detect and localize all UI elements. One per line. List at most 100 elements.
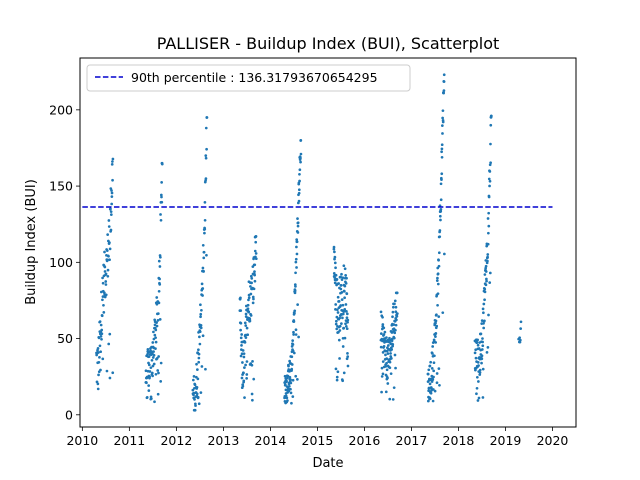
scatter-point	[239, 296, 242, 300]
scatter-point	[475, 392, 478, 396]
y-axis-label: Buildup Index (BUI)	[24, 179, 39, 305]
scatter-point	[486, 346, 490, 349]
scatter-point	[245, 373, 249, 376]
scatter-point	[106, 233, 110, 237]
scatter-point	[147, 384, 151, 387]
scatter-point	[297, 199, 301, 203]
scatter-point	[148, 375, 151, 379]
scatter-point	[98, 320, 102, 323]
scatter-point	[98, 344, 102, 348]
scatter-point	[383, 330, 387, 334]
scatter-point	[254, 257, 258, 261]
scatter-point	[240, 352, 244, 356]
scatter-point	[490, 114, 493, 118]
scatter-point	[242, 371, 245, 375]
scatter-point	[478, 373, 482, 376]
scatter-point	[158, 265, 162, 268]
scatter-point	[299, 160, 302, 164]
scatter-point	[242, 379, 246, 383]
scatter-point	[430, 367, 434, 370]
scatter-point	[245, 360, 249, 363]
scatter-point	[159, 218, 163, 222]
scatter-point	[390, 348, 394, 351]
scatter-point	[152, 353, 156, 357]
scatter-point	[107, 225, 111, 228]
scatter-point	[385, 368, 389, 372]
scatter-point	[249, 274, 253, 278]
scatter-point	[393, 353, 397, 357]
scatter-point	[395, 318, 398, 322]
scatter-point	[249, 285, 252, 288]
scatter-point	[518, 336, 522, 340]
scatter-point	[155, 324, 159, 328]
scatter-point	[480, 354, 484, 358]
scatter-point	[159, 380, 163, 383]
scatter-point	[297, 191, 301, 195]
scatter-point	[334, 319, 338, 323]
scatter-point	[345, 292, 349, 296]
scatter-point	[242, 352, 246, 356]
scatter-point	[105, 369, 109, 373]
scatter-point	[339, 275, 342, 279]
scatter-point	[384, 353, 387, 357]
scatter-point	[438, 214, 442, 218]
scatter-point	[243, 321, 247, 325]
scatter-point	[105, 249, 109, 253]
scatter-point	[428, 364, 432, 368]
scatter-point	[346, 364, 350, 368]
scatter-point	[297, 335, 300, 339]
scatter-point	[338, 324, 342, 328]
scatter-point	[160, 162, 164, 166]
scatter-point	[109, 210, 113, 214]
scatter-point	[390, 337, 394, 341]
scatter-point	[473, 351, 477, 355]
scatter-point	[243, 396, 246, 399]
scatter-point	[475, 375, 479, 379]
scatter-point	[286, 399, 289, 402]
scatter-point	[294, 328, 298, 332]
scatter-point	[339, 284, 343, 287]
scatter-point	[477, 364, 480, 367]
scatter-point	[339, 287, 343, 291]
scatter-point	[340, 272, 343, 276]
scatter-point	[156, 369, 160, 372]
scatter-point	[384, 390, 388, 394]
x-axis-label: Date	[312, 456, 343, 471]
scatter-point	[480, 357, 484, 361]
scatter-point	[432, 375, 435, 379]
scatter-point	[334, 273, 338, 277]
scatter-point	[345, 327, 349, 331]
scatter-point	[199, 391, 203, 394]
scatter-point	[484, 264, 488, 268]
scatter-point	[252, 287, 256, 291]
scatter-point	[392, 323, 396, 326]
scatter-point	[250, 392, 254, 396]
scatter-point	[334, 322, 338, 326]
scatter-point	[395, 314, 399, 318]
scatter-point	[110, 202, 114, 206]
scatter-point	[334, 266, 337, 270]
scatter-point	[440, 124, 444, 127]
scatter-point	[160, 181, 163, 184]
scatter-point	[287, 364, 290, 368]
scatter-point	[441, 109, 445, 113]
scatter-point	[289, 381, 293, 385]
scatter-point	[440, 150, 443, 154]
scatter-point	[152, 362, 156, 366]
scatter-point	[431, 345, 435, 348]
scatter-point	[159, 255, 162, 259]
scatter-point	[443, 252, 446, 256]
scatter-point	[333, 261, 337, 265]
scatter-point	[111, 157, 115, 161]
scatter-point	[197, 352, 201, 356]
scatter-point	[439, 218, 442, 222]
scatter-point	[241, 361, 244, 364]
scatter-point	[111, 160, 114, 163]
scatter-point	[437, 251, 441, 255]
scatter-point	[435, 372, 439, 375]
scatter-point	[96, 387, 100, 391]
scatter-point	[484, 283, 488, 287]
scatter-point	[488, 281, 492, 284]
scatter-point	[204, 156, 208, 160]
